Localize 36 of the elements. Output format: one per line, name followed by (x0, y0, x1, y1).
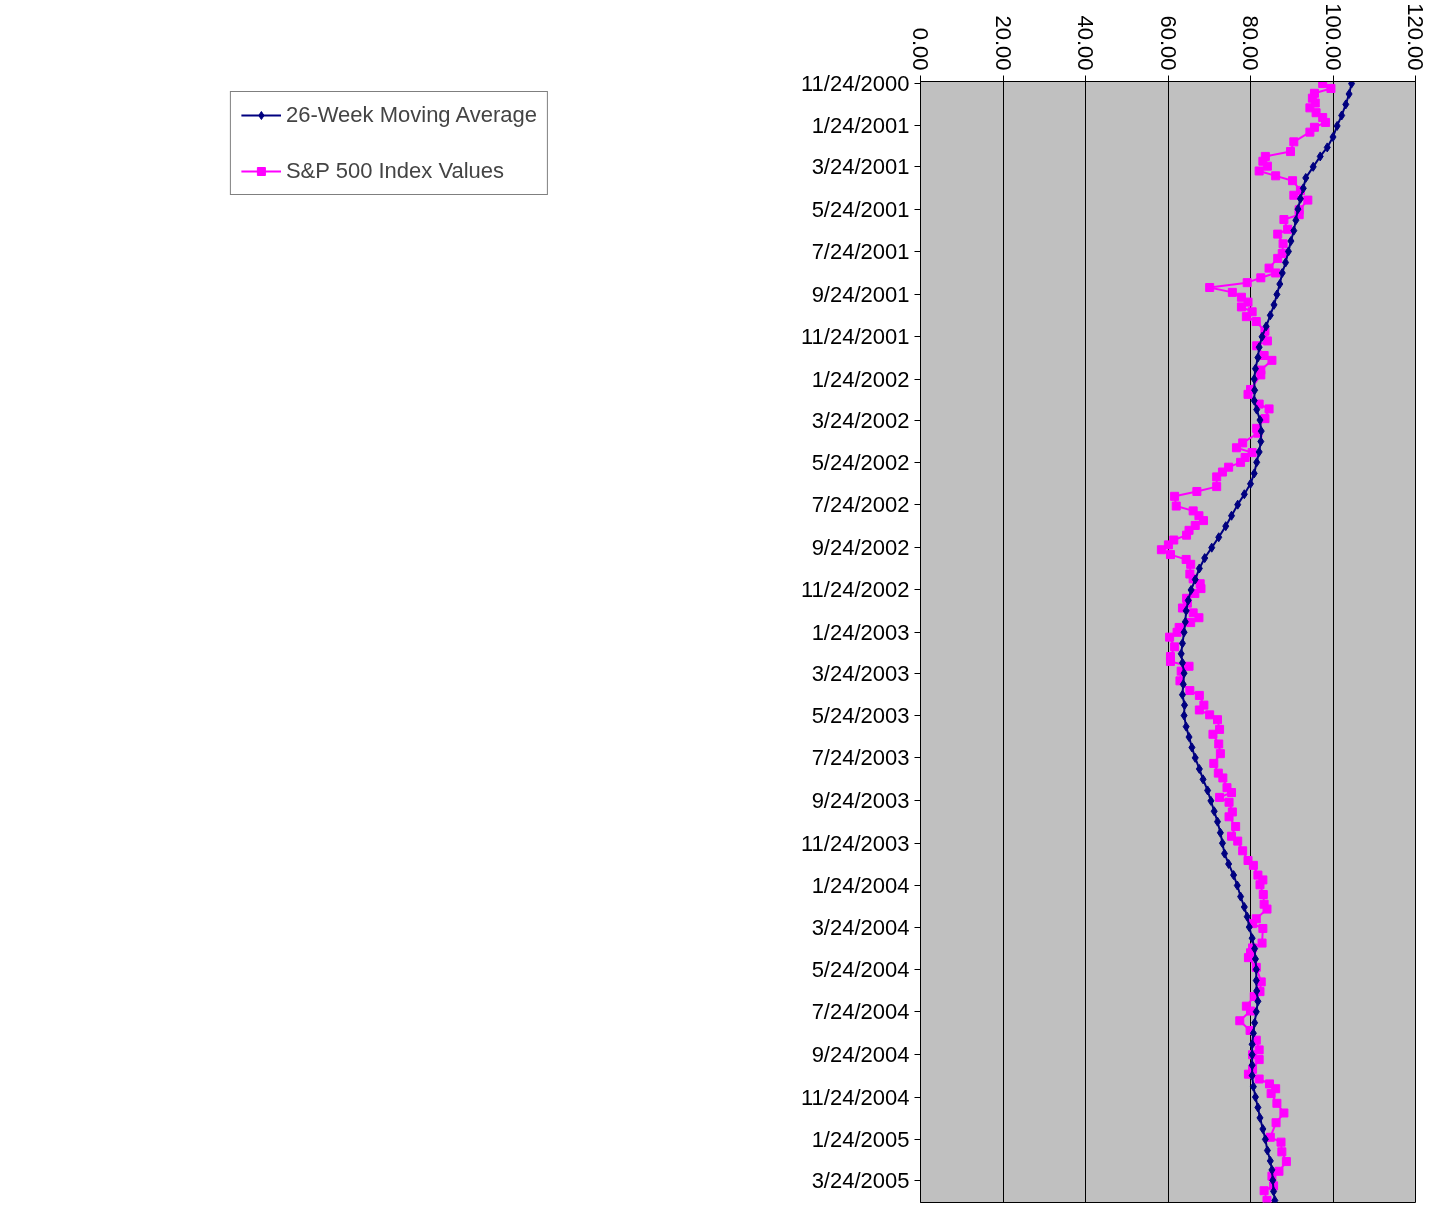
y-tick-label: 7/24/2002 (811, 492, 910, 518)
y-tick-label: 11/24/2004 (801, 1084, 910, 1110)
y-tick-label: 1/24/2004 (811, 872, 910, 898)
y-tick-label: 11/24/2003 (801, 830, 910, 856)
y-tick-label: 7/24/2004 (811, 999, 910, 1025)
y-tick-label: 1/24/2002 (811, 366, 910, 392)
y-tick-label: 11/24/2001 (801, 324, 910, 350)
y-tick-label: 3/24/2005 (811, 1167, 910, 1193)
y-tick-label: 1/24/2005 (811, 1126, 910, 1152)
y-tick-label: 11/24/2002 (801, 577, 910, 603)
legend-label: S&P 500 Index Values (285, 158, 505, 184)
legend-label: 26-Week Moving Average (285, 102, 538, 128)
y-tick-label: 9/24/2002 (811, 535, 910, 561)
x-tick-label: 120.00 (1403, 3, 1428, 71)
y-tick-label: 5/24/2003 (811, 703, 910, 729)
y-tick-label: 5/24/2001 (811, 196, 910, 222)
y-tick-label: 9/24/2001 (811, 281, 910, 307)
x-tick-label: 80.00 (1238, 15, 1263, 71)
y-tick-label: 5/24/2004 (811, 956, 910, 982)
y-tick-label: 3/24/2003 (811, 660, 910, 686)
y-tick-label: 3/24/2001 (811, 154, 910, 180)
y-tick-label: 3/24/2004 (811, 914, 910, 940)
x-tick-label: 40.00 (1073, 15, 1098, 71)
y-tick-label: 7/24/2003 (811, 745, 910, 771)
y-tick-label: 5/24/2002 (811, 449, 910, 475)
y-tick-label: 1/24/2003 (811, 619, 910, 645)
y-tick-label: 9/24/2004 (811, 1042, 910, 1068)
x-tick-label: 100.00 (1320, 3, 1346, 71)
y-tick-label: 3/24/2002 (811, 407, 910, 433)
x-tick-label: 60.00 (1155, 15, 1181, 71)
x-tick-label: 0.00 (908, 27, 933, 71)
y-tick-label: 11/24/2000 (801, 71, 910, 97)
y-tick-label: 7/24/2001 (811, 238, 910, 264)
x-tick-label: 20.00 (990, 15, 1016, 71)
y-tick-label: 9/24/2003 (811, 788, 910, 814)
y-tick-label: 1/24/2001 (811, 113, 910, 139)
